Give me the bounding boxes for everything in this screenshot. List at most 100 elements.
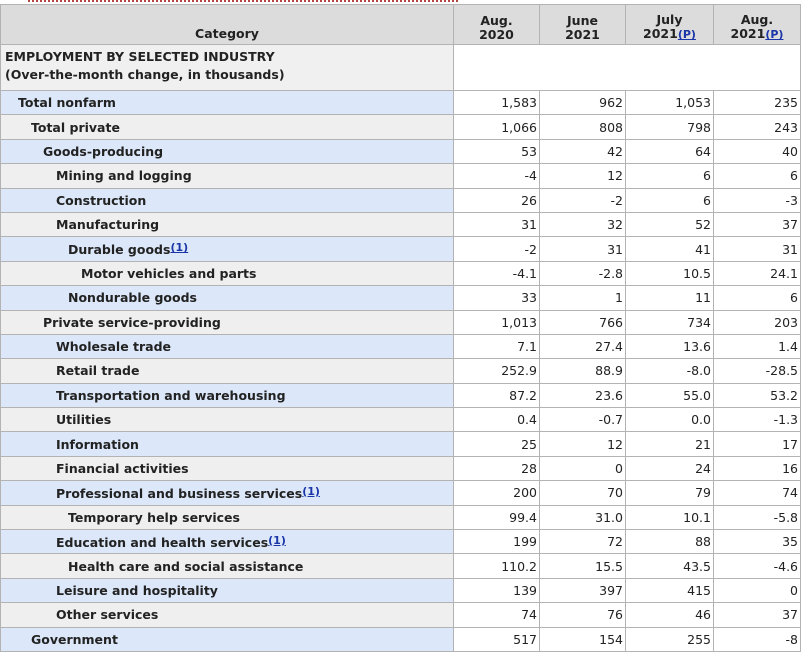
- value-cell: -4: [453, 163, 540, 189]
- value-cell: 72: [539, 529, 626, 555]
- value-cell: 10.5: [625, 260, 714, 287]
- row-label-cell: Total nonfarm: [0, 89, 454, 116]
- row-label-cell: Durable goods(1): [0, 236, 454, 262]
- table-row: Goods-producing 53 42 64 40: [0, 138, 801, 165]
- value-cell: 43.5: [625, 553, 714, 579]
- value-cell: 12: [539, 431, 626, 457]
- value-cell: 200: [453, 480, 540, 506]
- value-cell: 25: [453, 431, 540, 457]
- table-row: Durable goods(1) -2 31 41 31: [0, 236, 801, 262]
- value-cell: 55.0: [625, 382, 714, 409]
- value-cell: 517: [453, 626, 540, 652]
- table-row: Financial activities 28 0 24 16: [0, 455, 801, 482]
- column-header-june-2021: June 2021: [539, 4, 626, 45]
- value-cell: -5.8: [713, 504, 801, 531]
- footnote-link[interactable]: (1): [302, 484, 320, 498]
- value-cell: 154: [539, 626, 626, 652]
- value-cell: 15.5: [539, 553, 626, 579]
- row-label-cell: Financial activities: [0, 455, 454, 482]
- value-cell: 41: [625, 236, 714, 262]
- table-row: Wholesale trade 7.1 27.4 13.6 1.4: [0, 333, 801, 360]
- value-cell: 6: [713, 285, 801, 311]
- value-cell: 46: [625, 602, 714, 628]
- value-cell: 255: [625, 626, 714, 652]
- table-row: Leisure and hospitality 139 397 415 0: [0, 577, 801, 604]
- table-row: Professional and business services(1) 200…: [0, 480, 801, 506]
- value-cell: 235: [713, 89, 801, 116]
- value-cell: -8: [713, 626, 801, 652]
- category-header: Category: [0, 4, 454, 45]
- cropped-title-text: [28, 0, 458, 4]
- row-label: Temporary help services: [68, 509, 240, 525]
- table-row: Motor vehicles and parts -4.1 -2.8 10.5 24.1: [0, 260, 801, 287]
- row-label: Wholesale trade: [56, 339, 172, 355]
- value-cell: 74: [453, 602, 540, 628]
- footnote-link[interactable]: (1): [170, 241, 189, 255]
- value-cell: 53.2: [713, 382, 801, 409]
- value-cell: 31.0: [539, 504, 626, 531]
- value-cell: 70: [539, 480, 626, 506]
- row-label-cell: Education and health services(1): [0, 529, 454, 555]
- value-cell: 32: [539, 211, 626, 238]
- table-body: EMPLOYMENT BY SELECTED INDUSTRY (Over-the…: [0, 44, 801, 652]
- value-cell: 397: [539, 577, 626, 604]
- row-label: Health care and social assistance: [68, 558, 304, 574]
- row-label-cell: Motor vehicles and parts: [0, 260, 454, 287]
- value-cell: 415: [625, 577, 714, 604]
- preliminary-link[interactable]: (P): [677, 28, 696, 41]
- value-cell: -4.6: [713, 553, 801, 579]
- table-header: Category Aug. 2020 June 2021 July 2021(P) A…: [0, 4, 801, 45]
- value-cell: -0.7: [539, 407, 626, 433]
- row-label: Education and health services: [56, 534, 269, 550]
- value-cell: 1,013: [453, 309, 540, 335]
- table-row: Retail trade 252.9 88.9 -8.0 -28.5: [0, 358, 801, 384]
- row-label: Financial activities: [56, 461, 189, 477]
- section-row: EMPLOYMENT BY SELECTED INDUSTRY (Over-the…: [0, 44, 801, 91]
- value-cell: 33: [453, 285, 540, 311]
- value-cell: 1,053: [625, 89, 714, 116]
- table-row: Manufacturing 31 32 52 37: [0, 211, 801, 238]
- table-row: Government 517 154 255 -8: [0, 626, 801, 652]
- row-label-cell: Goods-producing: [0, 138, 454, 165]
- value-cell: 0.0: [625, 407, 714, 433]
- value-cell: 766: [539, 309, 626, 335]
- value-cell: -28.5: [713, 358, 801, 384]
- column-header-july-2021: July 2021(P): [625, 4, 714, 45]
- row-label: Utilities: [56, 412, 112, 428]
- row-label-cell: Transportation and warehousing: [0, 382, 454, 409]
- row-label-cell: Temporary help services: [0, 504, 454, 531]
- value-cell: 6: [625, 187, 714, 213]
- footnote-link[interactable]: (1): [268, 533, 286, 547]
- row-label-cell: Total private: [0, 114, 454, 140]
- table-row: Total private 1,066 808 798 243: [0, 114, 801, 140]
- value-cell: 0: [539, 455, 626, 482]
- value-cell: 243: [713, 114, 801, 140]
- value-cell: 88.9: [539, 358, 626, 384]
- value-cell: 808: [539, 114, 626, 140]
- value-cell: 962: [539, 89, 626, 116]
- value-cell: 13.6: [625, 333, 714, 360]
- table-row: Information 25 12 21 17: [0, 431, 801, 457]
- value-cell: 0.4: [453, 407, 540, 433]
- value-cell: 21: [625, 431, 714, 457]
- preliminary-link[interactable]: (P): [765, 28, 784, 41]
- row-label: Other services: [56, 607, 159, 623]
- table-row: Education and health services(1) 199 72 88 3…: [0, 529, 801, 555]
- value-cell: 27.4: [539, 333, 626, 360]
- value-cell: 23.6: [539, 382, 626, 409]
- value-cell: 6: [625, 163, 714, 189]
- table-row: Private service-providing 1,013 766 734 203: [0, 309, 801, 335]
- value-cell: 798: [625, 114, 714, 140]
- row-label-cell: Utilities: [0, 407, 454, 433]
- row-label: Transportation and warehousing: [56, 387, 286, 403]
- value-cell: 53: [453, 138, 540, 165]
- row-label: Nondurable goods: [68, 290, 197, 306]
- value-cell: 1.4: [713, 333, 801, 360]
- value-cell: -2: [453, 236, 540, 262]
- table-row: Nondurable goods 33 1 11 6: [0, 285, 801, 311]
- table-row: Construction 26 -2 6 -3: [0, 187, 801, 213]
- column-header-aug-2020: Aug. 2020: [453, 4, 540, 45]
- column-header-aug-2021: Aug. 2021(P): [713, 4, 801, 45]
- value-cell: 52: [625, 211, 714, 238]
- value-cell: -8.0: [625, 358, 714, 384]
